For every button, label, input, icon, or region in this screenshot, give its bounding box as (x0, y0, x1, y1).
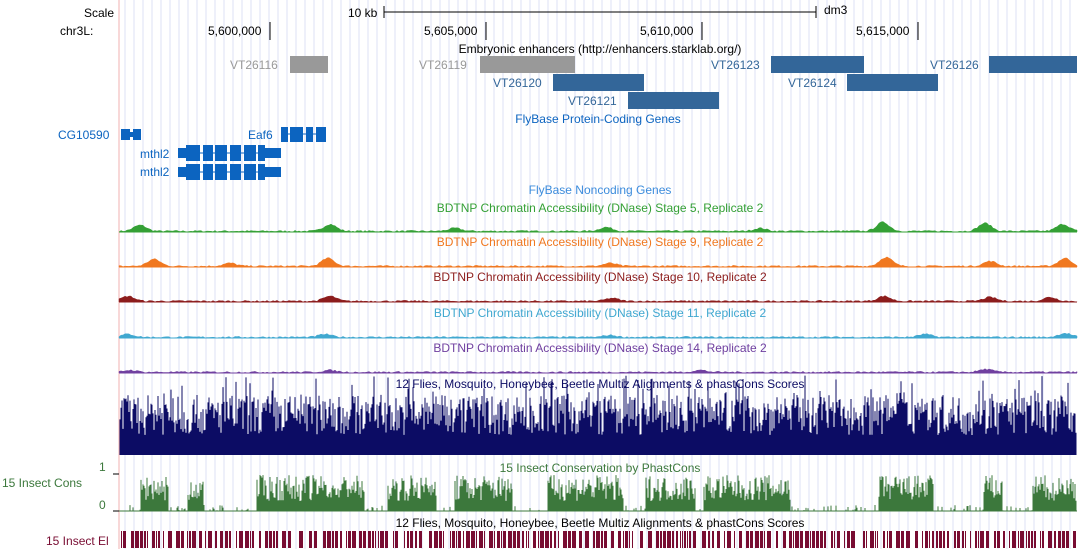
gene-label[interactable]: mthl2 (140, 147, 170, 161)
gene-exon (203, 164, 213, 180)
enhancer-label[interactable]: VT26119 (419, 58, 467, 72)
multiz-bars (119, 375, 1077, 455)
gene-exon (133, 129, 141, 140)
gene-utr (130, 132, 133, 137)
tick-label: 5,610,000 (640, 24, 694, 38)
cons-side-label[interactable]: 15 Insect Cons (2, 476, 83, 490)
enhancer-label[interactable]: VT26123 (711, 58, 760, 72)
enhancer-feature[interactable] (771, 56, 864, 73)
gene-utr (178, 167, 186, 177)
enhancer-label[interactable]: VT26116 (230, 58, 278, 72)
dnase-signal (118, 221, 1078, 233)
gene-utr (265, 167, 281, 177)
scale-bar-label: 10 kb (348, 6, 378, 20)
dnase-signal (118, 295, 1078, 303)
track-title-multiz[interactable]: 12 Flies, Mosquito, Honeybee, Beetle Mul… (395, 377, 805, 391)
track-title-enhancers[interactable]: Embryonic enhancers (http://enhancers.st… (458, 42, 742, 56)
gene-exon (258, 164, 265, 180)
enhancer-label[interactable]: VT26124 (788, 76, 837, 90)
gene-exon (203, 145, 213, 161)
enhancer-feature[interactable] (553, 74, 644, 91)
tick-label: 5,615,000 (856, 24, 910, 38)
track-title-dnase-stage14[interactable]: BDTNP Chromatin Accessibility (DNase) St… (433, 341, 767, 355)
gene-exon (244, 164, 256, 180)
tick-label: 5,605,000 (424, 24, 478, 38)
dnase-signal (118, 256, 1078, 268)
enhancer-feature[interactable] (989, 56, 1077, 73)
gene-utr (178, 148, 186, 158)
gene-label[interactable]: Eaf6 (248, 128, 273, 142)
scale-label: Scale (84, 6, 115, 20)
gene-exon (306, 127, 313, 142)
gene-exon (215, 164, 227, 180)
gene-exon (290, 127, 303, 142)
track-title-protein-genes[interactable]: FlyBase Protein-Coding Genes (515, 112, 681, 126)
assembly-label: dm3 (824, 3, 848, 17)
track-title-noncoding[interactable]: FlyBase Noncoding Genes (528, 183, 672, 197)
gene-exon (230, 145, 241, 161)
dnase-signal (118, 368, 1078, 374)
gene-exon (316, 127, 326, 142)
gene-exon (186, 164, 200, 180)
gene-label[interactable]: CG10590 (58, 128, 110, 142)
enhancer-feature[interactable] (628, 92, 719, 109)
gene-utr (265, 148, 281, 158)
enhancer-label[interactable]: VT26120 (493, 76, 542, 90)
enhancer-label[interactable]: VT26121 (568, 94, 617, 108)
enhancer-feature[interactable] (290, 56, 328, 73)
enhancer-feature[interactable] (847, 74, 938, 91)
gene-exon (215, 145, 227, 161)
tick-label: 5,600,000 (208, 24, 262, 38)
track-title-dnase-stage10[interactable]: BDTNP Chromatin Accessibility (DNase) St… (433, 270, 767, 284)
gene-exon (230, 164, 241, 180)
gene-exon (258, 145, 265, 161)
track-title-cons[interactable]: 15 Insect Conservation by PhastCons (499, 461, 701, 475)
cons-axis-max: 1 (99, 460, 106, 474)
track-title-dnase-stage11[interactable]: BDTNP Chromatin Accessibility (DNase) St… (433, 306, 767, 320)
track-title-dnase-stage9[interactable]: BDTNP Chromatin Accessibility (DNase) St… (436, 235, 764, 249)
chrom-label: chr3L: (60, 24, 94, 38)
enhancer-label[interactable]: VT26126 (930, 58, 979, 72)
dnase-signal (118, 332, 1078, 339)
cons-axis-min: 0 (99, 498, 106, 512)
enhancer-feature[interactable] (480, 56, 575, 73)
gene-exon (121, 129, 130, 140)
track-title-dnase-stage5[interactable]: BDTNP Chromatin Accessibility (DNase) St… (436, 201, 764, 215)
gene-label[interactable]: mthl2 (140, 165, 170, 179)
cons-bars (129, 475, 1077, 511)
gene-exon (186, 145, 200, 161)
element-blocks (121, 531, 1076, 548)
gene-exon (244, 145, 256, 161)
track-title-elements[interactable]: 12 Flies, Mosquito, Honeybee, Beetle Mul… (395, 516, 805, 530)
elements-side-label[interactable]: 15 Insect El (46, 534, 109, 548)
gene-exon (281, 127, 288, 142)
